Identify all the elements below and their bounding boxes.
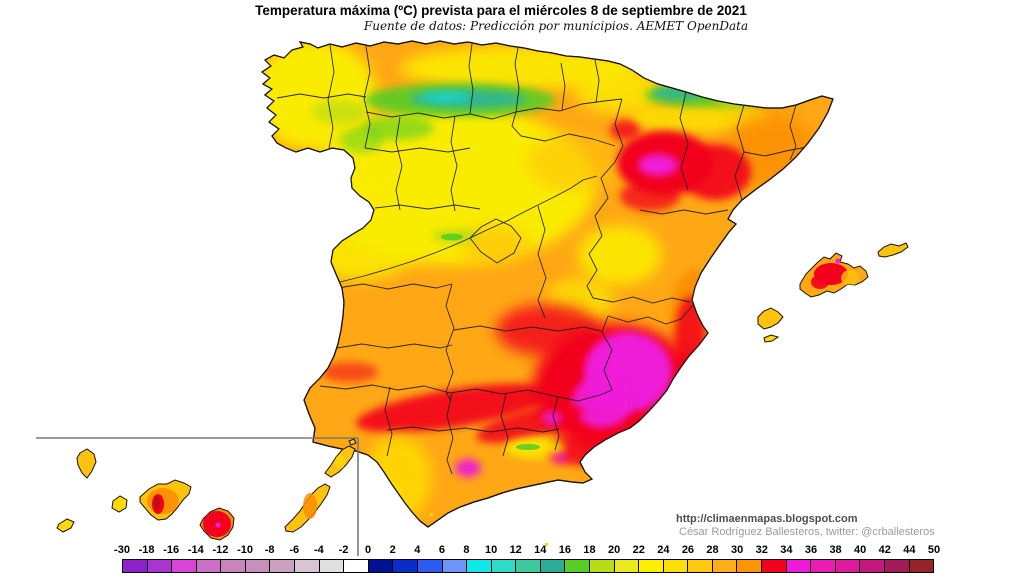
scale-segment — [811, 560, 836, 572]
temperature-scale-labels: -30 -18 -16 -14 -12 -10 -8 -6 -4 -2 0 2 4 6 8 10 12 14 16 1… — [114, 544, 940, 557]
scale-segment — [786, 560, 812, 572]
page-title: Temperatura máxima (ºC) prevista para el… — [255, 3, 747, 18]
la-graciosa-islet — [348, 438, 357, 446]
scale-tick-label: -30 — [114, 544, 130, 556]
scale-segment — [762, 560, 787, 572]
scale-tick-label: 50 — [927, 544, 941, 556]
scale-tick-label: 6 — [438, 544, 445, 556]
scale-segment — [860, 560, 885, 572]
scale-segment — [172, 560, 197, 572]
scale-tick-label: 34 — [780, 544, 793, 556]
scale-tick-label: 40 — [854, 544, 867, 556]
scale-tick-label: 32 — [755, 544, 768, 556]
scale-tick-label: 28 — [706, 544, 719, 556]
scale-tick-label: 18 — [583, 544, 596, 556]
scale-tick-label: -2 — [338, 544, 349, 556]
attribution-author: César Rodríguez Ballesteros, twitter: @c… — [679, 526, 935, 538]
scale-tick-label: 24 — [657, 544, 670, 556]
scale-segment — [368, 560, 394, 572]
scale-tick-label: 36 — [804, 544, 818, 556]
small-island-dot — [545, 543, 548, 546]
scale-segment — [909, 560, 934, 572]
scale-tick-label: 0 — [364, 544, 372, 556]
scale-segment — [516, 560, 541, 572]
scale-segment — [245, 560, 271, 572]
scale-segment — [491, 560, 517, 572]
scale-tick-label: -18 — [138, 544, 155, 556]
scale-tick-label: 4 — [414, 544, 421, 556]
ibiza-island — [757, 307, 784, 330]
scale-segment — [663, 560, 689, 572]
formentera-island — [763, 334, 780, 343]
scale-segment — [196, 560, 222, 572]
scale-tick-label: -8 — [264, 544, 275, 556]
scale-tick-label: 22 — [632, 544, 645, 556]
scale-segment — [393, 560, 418, 572]
la-gomera-island — [111, 495, 128, 513]
scale-segment — [319, 560, 345, 572]
scale-tick-label: 14 — [534, 544, 547, 556]
scale-tick-label: 26 — [681, 544, 695, 556]
scale-segment — [417, 560, 443, 572]
el-hierro-island — [56, 518, 75, 533]
scale-segment — [565, 560, 590, 572]
temperature-field — [262, 41, 815, 520]
scale-tick-label: 12 — [509, 544, 522, 556]
scale-tick-label: 30 — [731, 544, 744, 556]
scale-segment — [639, 560, 664, 572]
scale-segment — [270, 560, 296, 572]
scale-tick-label: -16 — [163, 544, 180, 556]
scale-tick-label: 10 — [484, 544, 498, 556]
scale-segment — [835, 560, 861, 572]
scale-segment — [589, 560, 615, 572]
province-borders — [276, 43, 808, 475]
canary-islands — [56, 438, 357, 541]
scale-tick-label: 16 — [558, 544, 572, 556]
scale-segment — [614, 560, 640, 572]
scale-segment — [884, 560, 910, 572]
balearic-islands — [757, 242, 909, 343]
attribution: http://climaenmapas.blogspot.com César R… — [676, 513, 935, 539]
menorca-island — [877, 242, 909, 258]
scale-tick-label: 8 — [463, 544, 470, 556]
scale-tick-label: -10 — [237, 544, 253, 556]
scale-tick-label: -12 — [212, 544, 229, 556]
scale-segment — [344, 560, 369, 572]
scale-tick-label: 38 — [829, 544, 842, 556]
scale-tick-label: 20 — [607, 544, 621, 556]
scale-tick-label: -4 — [313, 544, 324, 556]
scale-segment — [147, 560, 173, 572]
temperature-scale-segments — [122, 559, 934, 573]
scale-segment — [540, 560, 566, 572]
la-palma-island — [76, 448, 97, 479]
scale-tick-label: 42 — [878, 544, 891, 556]
scale-segment — [467, 560, 492, 572]
alboran-island-dot — [430, 513, 433, 516]
scale-segment — [688, 560, 713, 572]
data-source-subtitle: Fuente de datos: Predicción por municipi… — [363, 19, 749, 33]
scale-tick-label: -6 — [289, 544, 300, 556]
scale-segment — [123, 560, 148, 572]
attribution-url: http://climaenmapas.blogspot.com — [676, 513, 858, 525]
scale-segment — [737, 560, 763, 572]
scale-segment — [712, 560, 738, 572]
scale-tick-label: 2 — [389, 544, 396, 556]
scale-segment — [221, 560, 246, 572]
scale-tick-label: 44 — [903, 544, 916, 556]
scale-segment — [442, 560, 468, 572]
scale-tick-label: -14 — [187, 544, 204, 556]
scale-segment — [295, 560, 320, 572]
